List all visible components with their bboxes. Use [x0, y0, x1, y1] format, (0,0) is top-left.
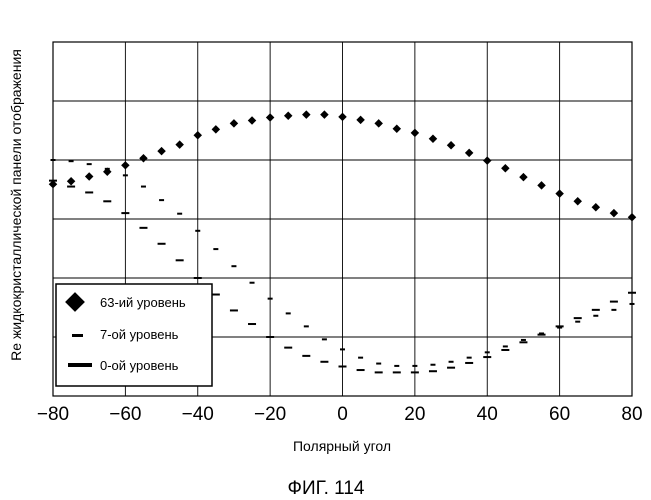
- point-7-ой уровень: [521, 339, 526, 341]
- point-0-ой уровень: [212, 294, 220, 296]
- point-7-ой уровень: [412, 365, 417, 367]
- point-7-ой уровень: [123, 174, 128, 176]
- point-7-ой уровень: [213, 248, 218, 250]
- legend-label-63-ий уровень: 63-ий уровень: [100, 295, 186, 310]
- point-0-ой уровень: [429, 370, 437, 372]
- point-7-ой уровень: [195, 230, 200, 232]
- point-7-ой уровень: [394, 365, 399, 367]
- point-0-ой уровень: [519, 341, 527, 343]
- point-0-ой уровень: [85, 191, 93, 193]
- x-tick-label: 80: [621, 404, 642, 425]
- point-7-ой уровень: [503, 345, 508, 347]
- point-7-ой уровень: [177, 213, 182, 215]
- point-7-ой уровень: [485, 351, 490, 353]
- point-7-ой уровень: [268, 298, 273, 300]
- point-0-ой уровень: [103, 200, 111, 202]
- point-0-ой уровень: [158, 243, 166, 245]
- legend-marker-0-ой уровень: [68, 363, 92, 367]
- point-0-ой уровень: [501, 349, 509, 351]
- x-tick-label: −80: [37, 404, 69, 425]
- point-7-ой уровень: [231, 265, 236, 267]
- point-0-ой уровень: [465, 362, 473, 364]
- point-7-ой уровень: [358, 357, 363, 359]
- point-0-ой уровень: [375, 371, 383, 373]
- point-0-ой уровень: [248, 323, 256, 325]
- point-7-ой уровень: [340, 348, 345, 350]
- figure-caption: ФИГ. 114: [288, 478, 365, 499]
- point-0-ой уровень: [538, 334, 546, 336]
- point-7-ой уровень: [467, 357, 472, 359]
- point-0-ой уровень: [284, 347, 292, 349]
- point-0-ой уровень: [393, 371, 401, 373]
- point-0-ой уровень: [447, 367, 455, 369]
- point-0-ой уровень: [357, 369, 365, 371]
- point-0-ой уровень: [176, 259, 184, 261]
- legend: 63-ий уровень 7-ой уровень 0-ой уровень: [56, 284, 212, 386]
- point-0-ой уровень: [483, 356, 491, 358]
- point-7-ой уровень: [322, 338, 327, 340]
- x-tick-label: 20: [404, 404, 425, 425]
- point-7-ой уровень: [141, 186, 146, 188]
- x-tick-label: 40: [477, 404, 498, 425]
- point-7-ой уровень: [105, 168, 110, 170]
- point-7-ой уровень: [449, 361, 454, 363]
- x-tick-label: −40: [182, 404, 214, 425]
- point-0-ой уровень: [339, 366, 347, 368]
- point-0-ой уровень: [574, 317, 582, 319]
- point-7-ой уровень: [304, 325, 309, 327]
- point-0-ой уровень: [302, 355, 310, 357]
- point-7-ой уровень: [286, 312, 291, 314]
- point-0-ой уровень: [610, 301, 618, 303]
- x-tick-labels: −80 −60 −40 −20 0 20 40 60 80: [37, 404, 643, 425]
- x-tick-label: 60: [549, 404, 570, 425]
- point-7-ой уровень: [250, 282, 255, 284]
- point-7-ой уровень: [430, 364, 435, 366]
- point-0-ой уровень: [121, 212, 129, 214]
- point-7-ой уровень: [376, 363, 381, 365]
- point-0-ой уровень: [67, 186, 75, 188]
- point-7-ой уровень: [611, 309, 616, 311]
- point-7-ой уровень: [87, 163, 92, 165]
- point-0-ой уровень: [230, 309, 238, 311]
- point-0-ой уровень: [139, 227, 147, 229]
- legend-label-7-ой уровень: 7-ой уровень: [100, 327, 179, 342]
- legend-label-0-ой уровень: 0-ой уровень: [100, 358, 179, 373]
- point-0-ой уровень: [592, 309, 600, 311]
- point-0-ой уровень: [266, 336, 274, 338]
- y-axis-title: Re жидкокристаллической панели отображен…: [8, 49, 24, 361]
- point-7-ой уровень: [593, 315, 598, 317]
- point-7-ой уровень: [69, 160, 74, 162]
- legend-marker-7-ой уровень: [72, 334, 83, 337]
- point-7-ой уровень: [575, 321, 580, 323]
- point-7-ой уровень: [159, 199, 164, 201]
- x-tick-label: 0: [337, 404, 348, 425]
- x-tick-label: −60: [109, 404, 141, 425]
- point-0-ой уровень: [194, 277, 202, 279]
- x-tick-label: −20: [254, 404, 286, 425]
- x-axis-title: Полярный угол: [293, 438, 391, 454]
- point-0-ой уровень: [556, 325, 564, 327]
- point-0-ой уровень: [320, 361, 328, 363]
- point-0-ой уровень: [411, 371, 419, 373]
